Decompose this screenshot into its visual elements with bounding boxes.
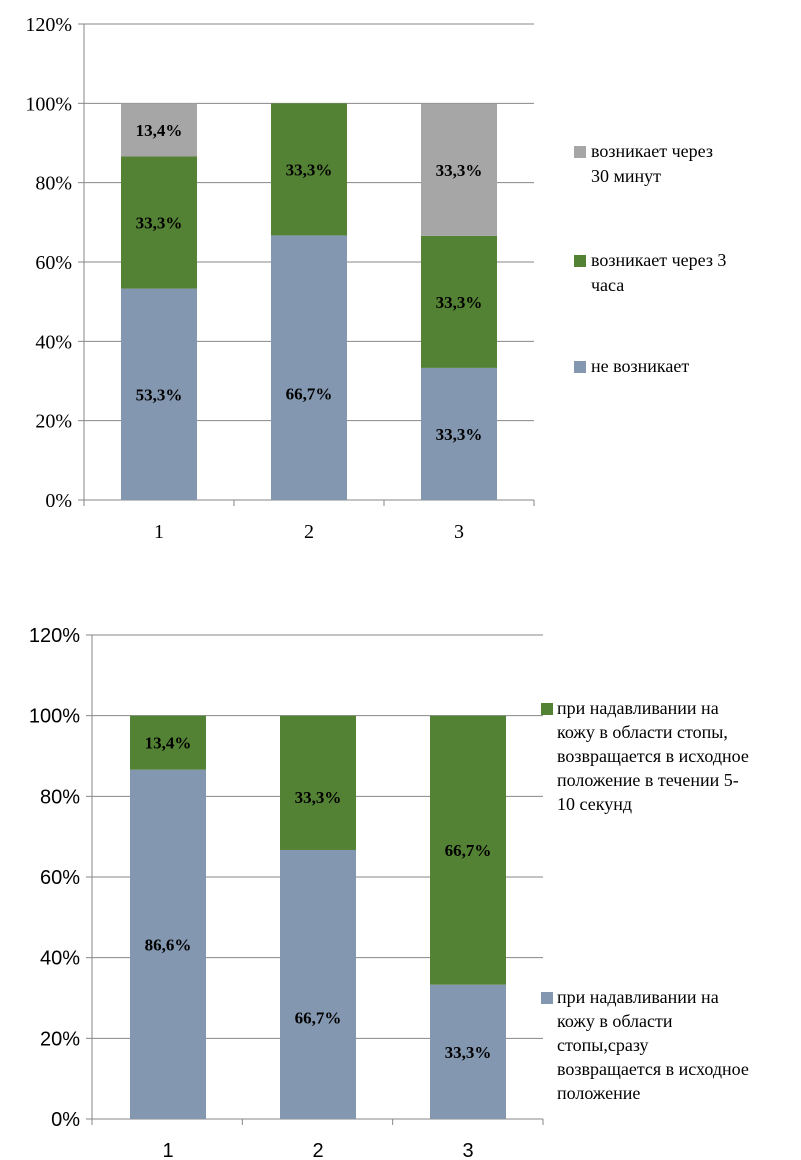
x-category-label: 2 [312, 1140, 323, 1160]
data-label: 33,3% [286, 160, 333, 179]
legend-label: при надавливании на кожу в области стопы,с… [557, 987, 749, 1103]
x-category-label: 3 [454, 521, 464, 543]
data-label: 33,3% [136, 214, 183, 233]
x-category-label: 1 [162, 1140, 173, 1160]
data-label: 53,3% [136, 385, 183, 404]
x-category-label: 2 [304, 521, 314, 543]
x-category-label: 1 [154, 521, 164, 543]
legend-swatch [541, 992, 553, 1004]
legend-label: возникает через 30 минут [591, 141, 713, 186]
chart-1: 0% 20% 40% 60% 80% 100% 120% 1 2 3 53,3% 33,3% 13,4%… [25, 14, 726, 543]
data-label: 33,3% [436, 161, 483, 180]
y-tick-label: 100% [29, 706, 80, 728]
y-tick-label: 80% [35, 173, 72, 195]
bar-segment [280, 849, 356, 1119]
bar-segment [130, 769, 206, 1119]
y-tick-label: 80% [40, 786, 80, 808]
bar-segment [421, 235, 497, 368]
bar-segment [430, 715, 506, 985]
data-label: 33,3% [436, 425, 483, 444]
data-label: 13,4% [136, 121, 183, 140]
y-tick-label: 60% [35, 252, 72, 274]
legend-label: возникает через 3 часа [591, 250, 726, 295]
legend-swatch [541, 703, 553, 715]
y-tick-label: 0% [51, 1109, 80, 1131]
y-tick-label: 120% [25, 14, 72, 36]
y-tick-label: 0% [45, 490, 72, 512]
y-tick-label: 120% [29, 625, 80, 647]
bar-segment [280, 715, 356, 850]
x-category-label: 3 [462, 1140, 473, 1160]
data-label: 66,7% [445, 841, 492, 860]
data-label: 66,7% [295, 1008, 342, 1027]
bar-segment [421, 103, 497, 236]
bar-segment [130, 715, 206, 770]
data-label: 13,4% [145, 734, 192, 753]
legend-swatch [574, 361, 586, 373]
bar-segment [271, 235, 347, 500]
legend-label: при надавливании на кожу в области стопы,… [557, 698, 749, 814]
data-label: 66,7% [286, 385, 333, 404]
legend-swatch [574, 146, 586, 158]
data-label: 33,3% [445, 1043, 492, 1062]
y-tick-label: 20% [40, 1028, 80, 1050]
y-tick-label: 20% [35, 411, 72, 433]
bar-segment [121, 288, 197, 500]
legend-label: не возникает [591, 356, 689, 376]
data-label: 33,3% [436, 293, 483, 312]
data-label: 33,3% [295, 788, 342, 807]
bar-segment [430, 984, 506, 1119]
legend-swatch [574, 255, 586, 267]
bar-segment [121, 103, 197, 157]
y-tick-label: 60% [40, 867, 80, 889]
y-tick-label: 40% [35, 331, 72, 353]
y-tick-label: 100% [25, 93, 72, 115]
chart-2: 0% 20% 40% 60% 80% 100% 120% 1 2 3 86,6% 13,4% 66,7%… [29, 625, 749, 1160]
bar-segment [271, 103, 347, 236]
data-label: 86,6% [145, 935, 192, 954]
bar-segment [121, 156, 197, 289]
bar-segment [421, 367, 497, 500]
y-tick-label: 40% [40, 948, 80, 970]
